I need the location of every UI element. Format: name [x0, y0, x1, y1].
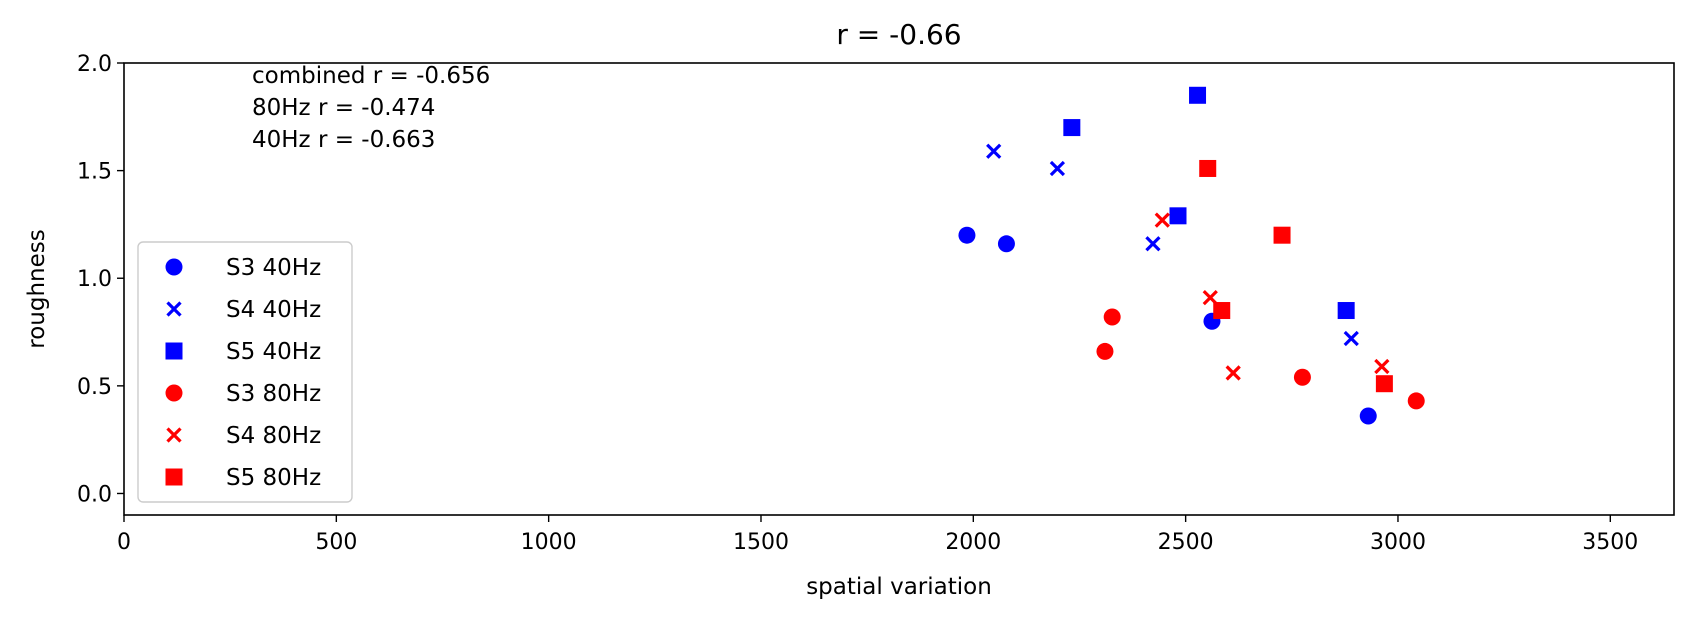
y-tick-label: 0.5 — [77, 375, 112, 400]
annotation-text: 80Hz r = -0.474 — [252, 95, 435, 121]
data-point — [1199, 159, 1217, 177]
y-tick-label: 0.0 — [77, 482, 112, 507]
data-point — [997, 235, 1015, 253]
data-point — [1293, 368, 1311, 386]
data-point — [1407, 392, 1425, 410]
legend-label: S4 80Hz — [226, 423, 321, 449]
x-tick-label: 500 — [315, 530, 357, 555]
data-point — [1096, 342, 1114, 360]
data-point — [1169, 207, 1187, 225]
data-point — [1145, 236, 1161, 252]
legend-marker — [166, 427, 182, 443]
legend-box — [137, 241, 353, 503]
data-point — [1154, 212, 1170, 228]
data-point — [1202, 289, 1218, 306]
data-point — [1375, 375, 1393, 393]
data-points — [958, 86, 1425, 425]
legend-label: S4 40Hz — [226, 297, 321, 323]
data-point — [1337, 302, 1355, 320]
data-point — [986, 143, 1002, 159]
x-tick-label: 1500 — [733, 530, 789, 555]
data-point — [1049, 160, 1066, 177]
x-tick-label: 2500 — [1158, 530, 1214, 555]
data-point — [1063, 119, 1081, 137]
data-point — [1273, 226, 1291, 244]
legend-label: S3 80Hz — [226, 381, 321, 407]
legend-marker — [165, 384, 183, 402]
data-point — [1189, 86, 1207, 104]
legend-marker — [165, 258, 183, 276]
x-tick-label: 1000 — [521, 530, 577, 555]
annotation-text: combined r = -0.656 — [252, 63, 490, 89]
x-tick-label: 0 — [117, 530, 131, 555]
y-tick-label: 1.0 — [77, 267, 112, 292]
y-axis-label: roughness — [24, 229, 50, 348]
x-tick-label: 3000 — [1370, 530, 1426, 555]
chart-title: r = -0.66 — [836, 18, 961, 51]
x-axis-label: spatial variation — [806, 574, 992, 600]
data-point — [1343, 330, 1359, 347]
annotations: combined r = -0.656 80Hz r = -0.474 40Hz r… — [252, 63, 490, 153]
plot-frame — [123, 62, 1675, 516]
legend-label: S3 40Hz — [226, 255, 321, 281]
data-point — [1225, 365, 1241, 381]
x-tick-label: 2000 — [945, 530, 1001, 555]
axis-ticks: 0 500 1000 1500 2000 2500 3000 3500 0.0 0.5 1.0 1.5… — [77, 52, 1638, 555]
data-point — [958, 226, 976, 244]
legend-marker — [166, 301, 182, 317]
legend: S3 40Hz S4 40Hz S5 40Hz S3 80Hz S4 80Hz S5 80… — [137, 241, 353, 503]
data-point — [1213, 302, 1231, 320]
legend-marker — [165, 342, 183, 360]
legend-label: S5 80Hz — [226, 465, 321, 491]
data-point — [1359, 407, 1377, 425]
y-tick-label: 1.5 — [77, 160, 112, 185]
data-point — [1103, 308, 1121, 326]
legend-marker — [165, 468, 183, 486]
y-tick-label: 2.0 — [77, 52, 112, 77]
legend-label: S5 40Hz — [226, 339, 321, 365]
x-tick-label: 3500 — [1582, 530, 1638, 555]
data-point — [1374, 358, 1390, 375]
annotation-text: 40Hz r = -0.663 — [252, 127, 435, 153]
